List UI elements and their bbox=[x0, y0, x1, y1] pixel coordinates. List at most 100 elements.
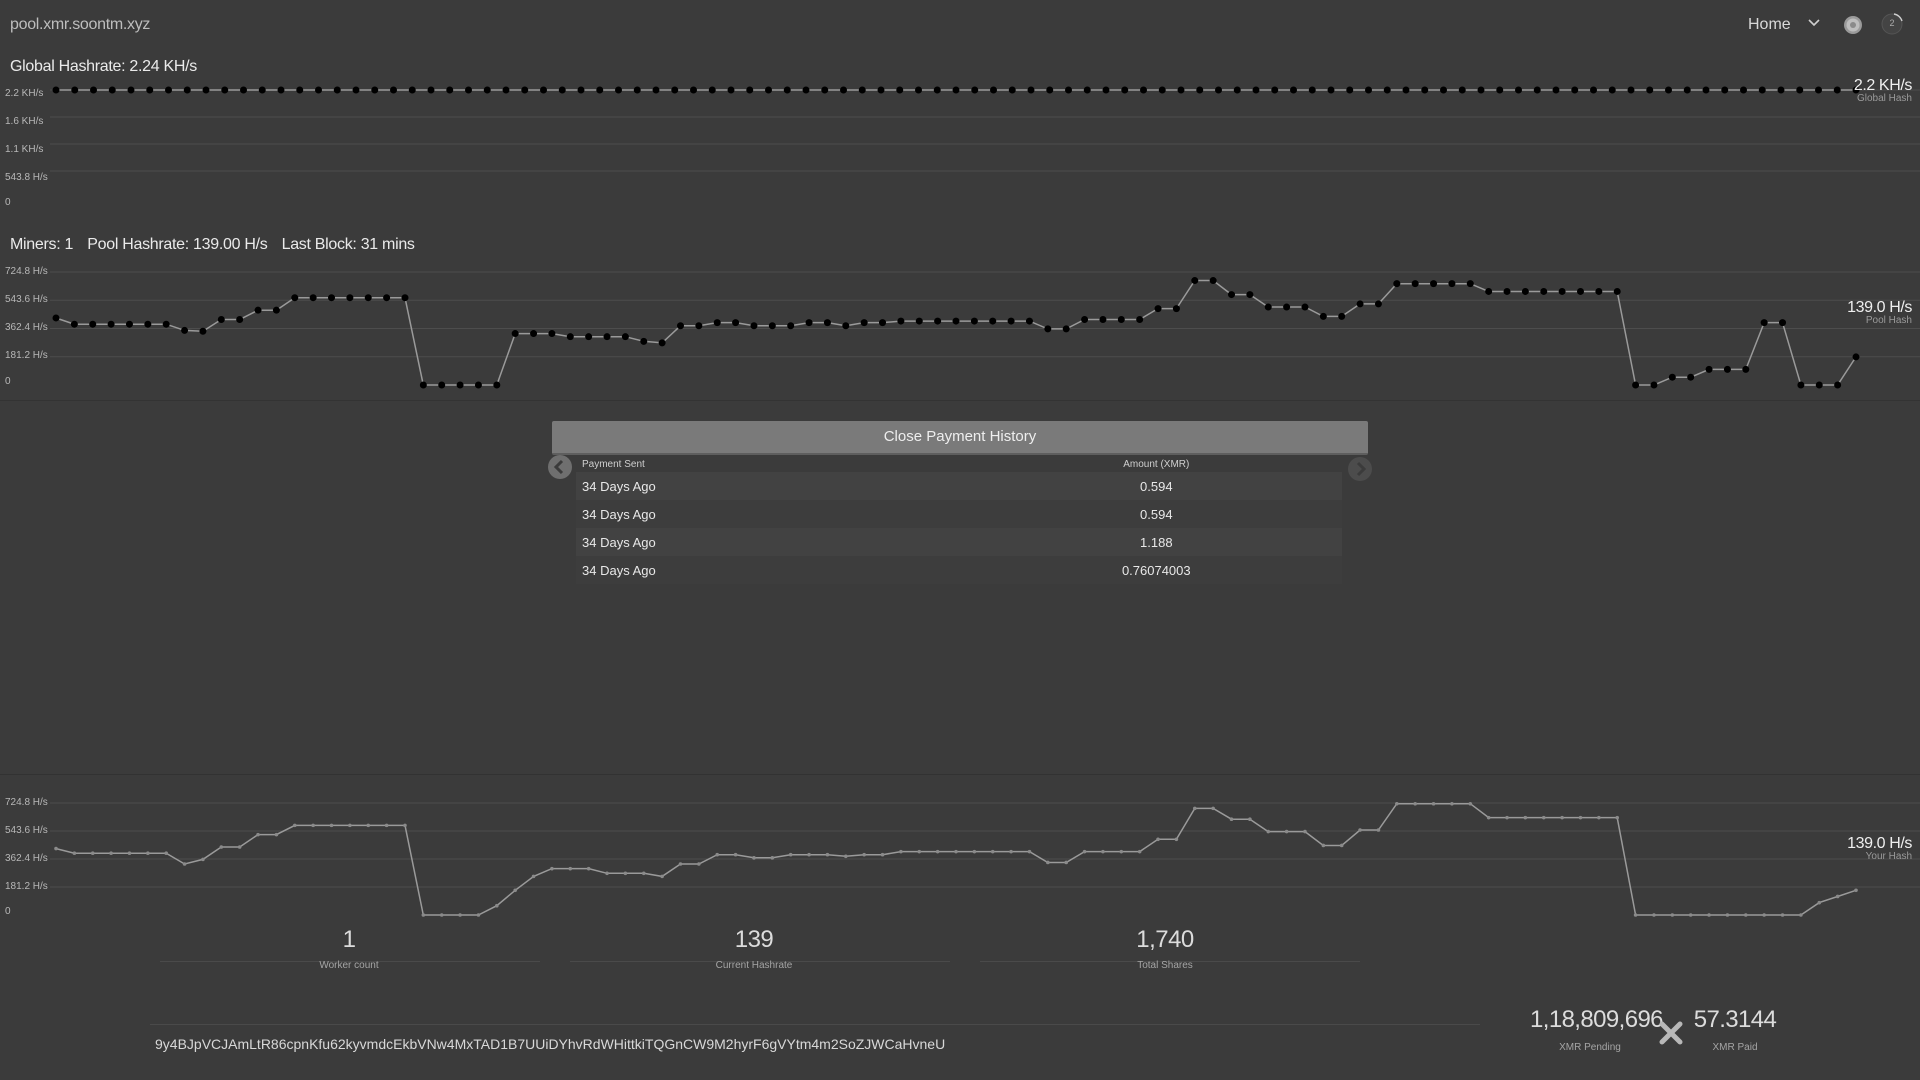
data-point bbox=[1552, 86, 1560, 94]
data-point bbox=[446, 86, 454, 94]
data-point bbox=[678, 862, 683, 866]
data-point bbox=[1740, 86, 1747, 94]
data-point bbox=[1523, 815, 1528, 820]
data-point bbox=[1290, 86, 1297, 94]
data-point bbox=[676, 322, 684, 330]
data-point bbox=[421, 913, 426, 917]
data-point bbox=[1466, 280, 1474, 288]
data-point bbox=[733, 852, 738, 857]
data-point bbox=[879, 319, 887, 327]
data-point bbox=[566, 333, 574, 341]
balance-pending: 1,18,809,696 XMR Pending bbox=[1530, 1006, 1664, 1053]
last-block: Last Block: 31 mins bbox=[281, 236, 415, 253]
data-point bbox=[952, 317, 960, 325]
data-point bbox=[1046, 86, 1054, 94]
previous-page-button[interactable] bbox=[548, 455, 572, 479]
data-point bbox=[840, 86, 847, 94]
wallet-address[interactable]: 9y4BJpVCJAmLtR86cpnKfu62kyvmdcEkbVNw4MxT… bbox=[155, 1036, 946, 1052]
data-point bbox=[1852, 86, 1860, 94]
data-point bbox=[1383, 86, 1391, 94]
data-point bbox=[348, 823, 352, 828]
data-point bbox=[825, 852, 830, 857]
top-bar: pool.xmr.soontm.xyz Home 2 bbox=[0, 0, 1920, 52]
y-tick: 1.1 KH/s bbox=[5, 144, 44, 155]
data-point bbox=[695, 322, 703, 330]
y-tick: 543.6 H/s bbox=[5, 294, 48, 305]
payment-sent-cell: 34 Days Ago bbox=[576, 500, 971, 528]
data-point bbox=[1665, 86, 1672, 94]
data-point bbox=[1597, 815, 1601, 820]
kpi-label: Current Hashrate bbox=[715, 960, 793, 971]
data-point bbox=[1365, 86, 1372, 94]
data-point bbox=[746, 86, 754, 94]
data-point bbox=[256, 832, 260, 837]
data-point bbox=[458, 913, 462, 917]
data-point bbox=[531, 874, 536, 879]
data-point bbox=[1533, 86, 1541, 94]
gear-icon[interactable] bbox=[1842, 14, 1864, 36]
data-point bbox=[1303, 829, 1307, 834]
data-point bbox=[605, 871, 609, 876]
nav-home-link[interactable]: Home bbox=[1748, 16, 1791, 33]
data-point bbox=[1083, 86, 1091, 94]
data-point bbox=[1395, 801, 1399, 806]
data-point bbox=[439, 913, 444, 917]
data-point bbox=[842, 322, 850, 330]
pool-hash-value: 139.0 H/s bbox=[1847, 299, 1912, 316]
your-hash-end: 139.0 H/s Your Hash bbox=[1847, 836, 1912, 862]
data-point bbox=[540, 86, 547, 94]
data-point bbox=[364, 294, 372, 302]
site-title[interactable]: pool.xmr.soontm.xyz bbox=[10, 16, 151, 33]
data-point bbox=[972, 849, 977, 854]
kpi-label: Total Shares bbox=[1137, 960, 1193, 971]
data-point bbox=[328, 294, 336, 302]
data-point bbox=[1650, 381, 1658, 389]
data-point bbox=[596, 86, 604, 94]
data-point bbox=[1652, 913, 1656, 917]
data-point bbox=[419, 381, 427, 389]
y-tick: 543.6 H/s bbox=[5, 825, 48, 836]
data-point bbox=[877, 86, 885, 94]
data-point bbox=[1688, 913, 1693, 917]
y-tick: 0 bbox=[5, 906, 11, 917]
data-point bbox=[90, 86, 97, 94]
data-point bbox=[1393, 280, 1401, 288]
data-point bbox=[1477, 86, 1485, 94]
data-point bbox=[401, 294, 409, 302]
data-point bbox=[860, 319, 868, 327]
data-point bbox=[70, 320, 78, 328]
data-point bbox=[1515, 86, 1522, 94]
data-point bbox=[146, 86, 154, 94]
notification-icon[interactable]: 2 bbox=[1880, 12, 1904, 36]
data-point bbox=[1007, 317, 1015, 325]
chevron-down-icon[interactable] bbox=[1806, 14, 1822, 30]
close-icon[interactable] bbox=[1656, 1018, 1686, 1048]
data-point bbox=[1633, 913, 1638, 917]
global-hash-label: Global Hash bbox=[1856, 93, 1912, 104]
data-point bbox=[787, 322, 795, 330]
data-point bbox=[1102, 86, 1110, 94]
data-point bbox=[89, 320, 97, 328]
data-point bbox=[1044, 325, 1052, 333]
data-point bbox=[1172, 305, 1180, 313]
data-point bbox=[1687, 373, 1695, 381]
close-payment-history-button[interactable]: Close Payment History bbox=[552, 421, 1368, 455]
data-point bbox=[90, 851, 95, 855]
data-point bbox=[125, 320, 133, 328]
data-point bbox=[1468, 801, 1473, 806]
data-point bbox=[1156, 837, 1160, 842]
data-point bbox=[1121, 86, 1129, 94]
balance-paid-label: XMR Paid bbox=[1712, 1042, 1758, 1053]
next-page-button[interactable] bbox=[1348, 457, 1372, 481]
data-point bbox=[732, 319, 740, 327]
data-point bbox=[954, 849, 958, 854]
data-point bbox=[1271, 86, 1279, 94]
data-point bbox=[633, 86, 641, 94]
data-point bbox=[697, 862, 701, 866]
kpi-value: 1 bbox=[342, 926, 356, 953]
y-tick: 724.8 H/s bbox=[5, 797, 48, 808]
data-point bbox=[1248, 817, 1252, 821]
y-tick: 1.6 KH/s bbox=[5, 116, 44, 127]
data-point bbox=[1099, 316, 1107, 324]
data-point bbox=[1742, 365, 1750, 373]
